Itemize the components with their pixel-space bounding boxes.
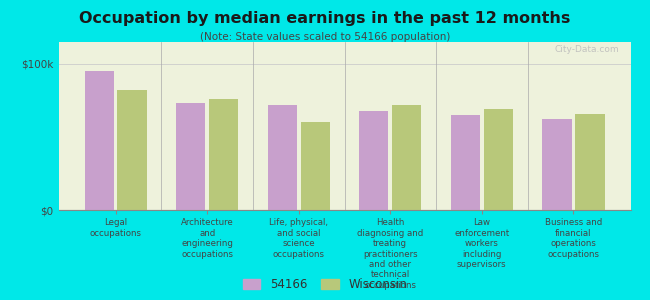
Bar bbox=[300, 122, 330, 210]
Legend: 54166, Wisconsin: 54166, Wisconsin bbox=[242, 278, 408, 291]
Bar bbox=[575, 114, 604, 210]
Bar bbox=[484, 109, 513, 210]
Bar bbox=[542, 119, 571, 210]
Text: (Note: State values scaled to 54166 population): (Note: State values scaled to 54166 popu… bbox=[200, 32, 450, 41]
Bar bbox=[176, 103, 205, 210]
Bar bbox=[209, 99, 239, 210]
Text: City-Data.com: City-Data.com bbox=[554, 45, 619, 54]
Bar bbox=[268, 105, 297, 210]
Bar bbox=[392, 105, 421, 210]
Bar bbox=[450, 115, 480, 210]
Bar bbox=[84, 71, 114, 210]
Bar bbox=[118, 90, 147, 210]
Text: Occupation by median earnings in the past 12 months: Occupation by median earnings in the pas… bbox=[79, 11, 571, 26]
Bar bbox=[359, 111, 389, 210]
